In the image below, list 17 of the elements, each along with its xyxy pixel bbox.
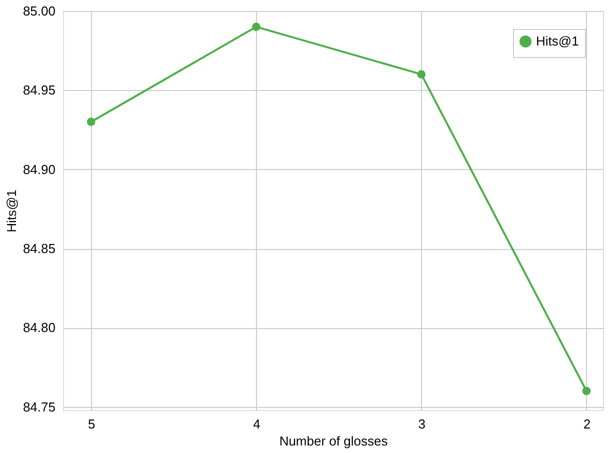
x-tick-label: 3 [418,416,426,432]
x-tick-label: 5 [88,416,96,432]
y-tick-label: 85.00 [22,4,56,18]
point [86,118,96,126]
y-axis-title: Hits@1 [4,190,19,232]
point [417,70,426,79]
legend-label: Hits@1 [536,34,579,48]
x-tick-label: 4 [253,416,260,432]
point [582,386,591,396]
y-tick-label: 84.85 [22,241,56,256]
point [252,22,260,32]
x-axis-title: Number of glosses [279,434,388,448]
y-tick-label: 84.90 [22,162,56,177]
y-tick-label: 84.80 [22,320,56,336]
y-tick-label: 84.75 [22,399,56,414]
x-tick-label: 2 [583,416,591,432]
y-tick-label: 84.95 [22,82,56,98]
